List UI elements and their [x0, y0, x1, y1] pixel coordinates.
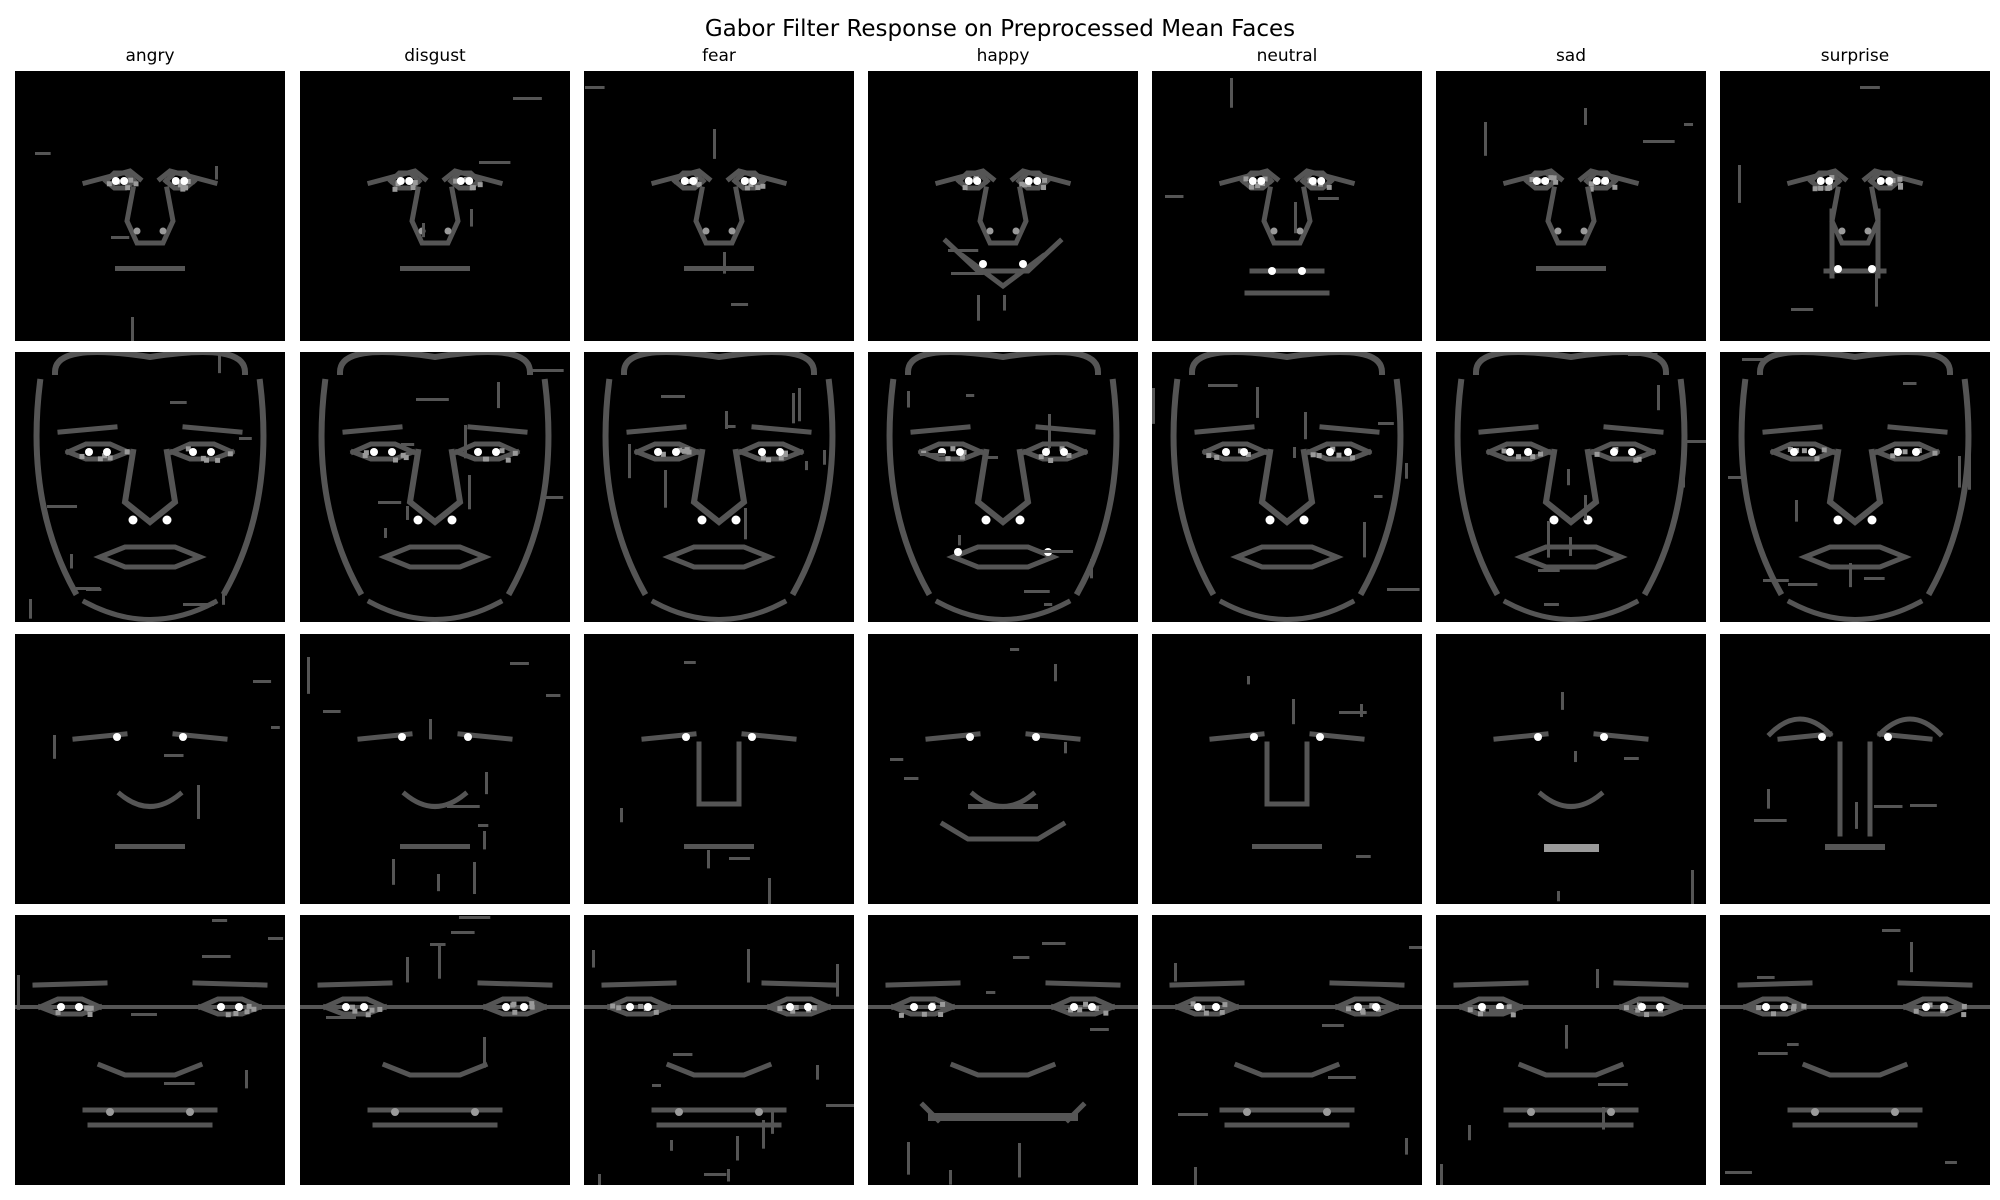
column-title-happy: happy — [868, 45, 1138, 67]
gabor-response-image — [1436, 634, 1706, 904]
gabor-panel-surprise-row-2 — [1720, 352, 1990, 622]
gabor-response-image — [1720, 915, 1990, 1185]
gabor-panel-neutral-row-2 — [1152, 352, 1422, 622]
gabor-panel-neutral-row-3 — [1152, 634, 1422, 904]
gabor-response-image — [1152, 352, 1422, 622]
gabor-response-image — [300, 352, 570, 622]
gabor-panel-angry-row-4 — [15, 915, 285, 1185]
gabor-response-image — [868, 71, 1138, 341]
gabor-panel-angry-row-2 — [15, 352, 285, 622]
gabor-response-image — [868, 915, 1138, 1185]
gabor-response-image — [868, 352, 1138, 622]
gabor-panel-disgust-row-2 — [300, 352, 570, 622]
gabor-response-image — [868, 634, 1138, 904]
gabor-panel-happy-row-4 — [868, 915, 1138, 1185]
gabor-response-image — [300, 634, 570, 904]
column-title-sad: sad — [1436, 45, 1706, 67]
gabor-response-image — [15, 634, 285, 904]
column-title-disgust: disgust — [300, 45, 570, 67]
gabor-panel-sad-row-1 — [1436, 71, 1706, 341]
gabor-panel-surprise-row-1 — [1720, 71, 1990, 341]
gabor-response-image — [15, 71, 285, 341]
gabor-response-image — [300, 71, 570, 341]
gabor-panel-fear-row-1 — [584, 71, 854, 341]
gabor-response-image — [584, 352, 854, 622]
gabor-response-image — [1436, 71, 1706, 341]
gabor-response-image — [1720, 634, 1990, 904]
gabor-response-image — [1720, 71, 1990, 341]
gabor-panel-happy-row-1 — [868, 71, 1138, 341]
gabor-panel-surprise-row-3 — [1720, 634, 1990, 904]
gabor-response-image — [584, 915, 854, 1185]
gabor-panel-fear-row-4 — [584, 915, 854, 1185]
gabor-response-image — [15, 352, 285, 622]
gabor-response-image — [1436, 915, 1706, 1185]
gabor-response-image — [1152, 915, 1422, 1185]
gabor-response-image — [1436, 352, 1706, 622]
gabor-panel-disgust-row-3 — [300, 634, 570, 904]
gabor-panel-fear-row-2 — [584, 352, 854, 622]
gabor-panel-fear-row-3 — [584, 634, 854, 904]
gabor-panel-happy-row-2 — [868, 352, 1138, 622]
gabor-panel-disgust-row-4 — [300, 915, 570, 1185]
gabor-panel-happy-row-3 — [868, 634, 1138, 904]
gabor-panel-sad-row-2 — [1436, 352, 1706, 622]
gabor-response-image — [15, 915, 285, 1185]
column-title-neutral: neutral — [1152, 45, 1422, 67]
gabor-panel-sad-row-4 — [1436, 915, 1706, 1185]
column-title-fear: fear — [584, 45, 854, 67]
gabor-response-image — [1152, 634, 1422, 904]
gabor-response-image — [1152, 71, 1422, 341]
gabor-panel-angry-row-1 — [15, 71, 285, 341]
column-title-surprise: surprise — [1720, 45, 1990, 67]
gabor-panel-disgust-row-1 — [300, 71, 570, 341]
gabor-panel-angry-row-3 — [15, 634, 285, 904]
column-title-angry: angry — [15, 45, 285, 67]
gabor-panel-sad-row-3 — [1436, 634, 1706, 904]
gabor-panel-neutral-row-1 — [1152, 71, 1422, 341]
gabor-panel-neutral-row-4 — [1152, 915, 1422, 1185]
gabor-response-image — [584, 634, 854, 904]
gabor-panel-surprise-row-4 — [1720, 915, 1990, 1185]
gabor-response-image — [1720, 352, 1990, 622]
figure-title: Gabor Filter Response on Preprocessed Me… — [0, 14, 2000, 44]
gabor-response-image — [300, 915, 570, 1185]
gabor-response-image — [584, 71, 854, 341]
